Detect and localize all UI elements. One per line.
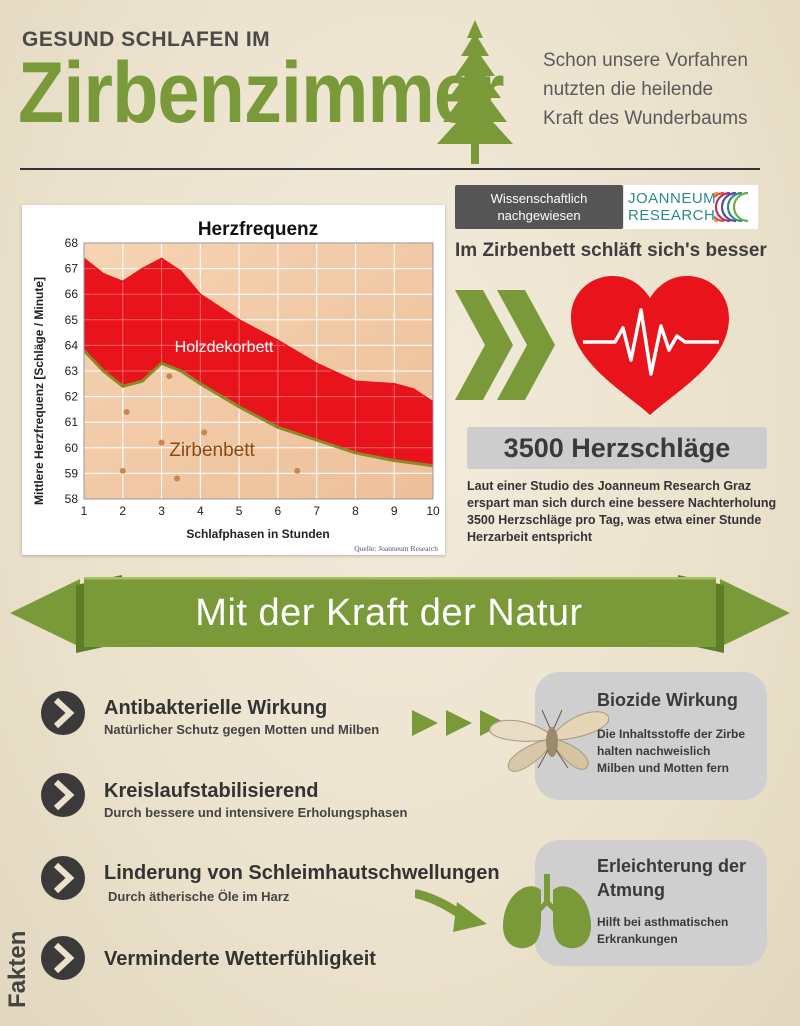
y-tick-label: 67 <box>65 262 79 276</box>
card-line: Hilft bei asthmatischen <box>597 915 729 929</box>
stat-description: Laut einer Studio des Joanneum Research … <box>467 478 777 546</box>
stat-line: Laut einer Studio des Joanneum Research … <box>467 479 752 493</box>
kicker-text: GESUND SCHLAFEN IM <box>22 28 271 51</box>
series-label-holzdekorbett: Holzdekorbett <box>175 339 274 356</box>
chart-xlabel: Schlafphasen in Stunden <box>186 527 329 541</box>
y-tick-label: 65 <box>65 313 79 327</box>
card-line: Milben und Motten fern <box>597 761 729 775</box>
series-line-holzdekorbett <box>84 257 433 403</box>
wood-knot <box>294 467 301 474</box>
scientific-badge: Wissenschaftlich nachgewiesen <box>455 185 623 229</box>
series-area-holzdekorbett <box>84 258 433 466</box>
badge-line: Wissenschaftlich <box>490 191 588 206</box>
card-text: Hilft bei asthmatischen Erkrankungen <box>597 914 728 948</box>
x-tick-label: 7 <box>313 504 320 518</box>
y-tick-label: 60 <box>65 441 79 455</box>
stat-headline: 3500 Herzschläge <box>467 427 767 469</box>
heart-pulse-icon <box>571 276 729 415</box>
tagline-line: nutzten die heilende <box>543 79 714 100</box>
x-tick-label: 4 <box>197 504 204 518</box>
fact-title: Antibakterielle Wirkung <box>104 697 328 719</box>
subhead: Im Zirbenbett schläft sich's besser <box>455 240 767 261</box>
series-line-zirbenbett <box>84 349 433 468</box>
arrow-circle-icon <box>41 856 85 900</box>
y-tick-label: 64 <box>65 338 79 352</box>
logo-line: JOANNEUM <box>628 190 717 207</box>
fact-subtitle: Durch ätherische Öle im Harz <box>108 889 290 904</box>
pine-tree-icon <box>437 20 513 164</box>
banner-title: Mit der Kraft der Natur <box>195 592 583 634</box>
y-tick-label: 59 <box>65 466 79 480</box>
header-divider <box>20 168 760 170</box>
card-text: Die Inhaltsstoffe der Zirbe halten nachw… <box>597 726 745 777</box>
stat-line: Herzarbeit entspricht <box>467 530 593 544</box>
card-line: Die Inhaltsstoffe der Zirbe <box>597 727 746 741</box>
page-title: Zirbenzimmer <box>18 45 505 141</box>
x-tick-label: 2 <box>119 504 126 518</box>
y-tick-label: 62 <box>65 390 79 404</box>
x-tick-label: 3 <box>158 504 165 518</box>
x-tick-label: 8 <box>352 504 359 518</box>
card-title: Erleichterung der Atmung <box>597 854 746 902</box>
heart-rate-chart: 1 2 3 4 5 6 7 8 9 10 58 59 60 61 62 63 64 65 66 67 68 Herzfr… <box>22 205 445 555</box>
series-label-zirbenbett: Zirbenbett <box>169 440 255 461</box>
arrow-circle-icon <box>41 936 85 980</box>
curved-arrow-icon <box>415 889 487 932</box>
card-title: Biozide Wirkung <box>597 690 738 710</box>
x-tick-label: 10 <box>426 504 440 518</box>
y-tick-label: 63 <box>65 364 79 378</box>
card-title-line: Erleichterung der <box>597 856 747 876</box>
x-tick-label: 1 <box>81 504 88 518</box>
fact-title: Verminderte Wetterfühligkeit <box>104 948 376 970</box>
arrow-circle-icon <box>41 691 85 735</box>
plot-frame <box>83 242 434 500</box>
logo-line: RESEARCH <box>628 207 716 224</box>
chart-title: Herzfrequenz <box>198 219 318 240</box>
chart-areas <box>84 243 433 499</box>
moth-icon <box>489 709 610 772</box>
tagline-line: Schon unsere Vorfahren <box>543 50 748 71</box>
wood-knot <box>119 467 126 474</box>
y-tick-label: 58 <box>65 492 79 506</box>
y-tick-label: 68 <box>65 236 79 250</box>
stat-line: erspart man sich durch eine bessere Nach… <box>467 496 777 510</box>
tagline: Schon unsere Vorfahren nutzten die heile… <box>543 46 783 133</box>
fact-subtitle: Durch bessere und intensivere Erholungsp… <box>104 805 408 820</box>
card-line: Erkrankungen <box>597 932 678 946</box>
tagline-line: Kraft des Wunderbaums <box>543 108 748 129</box>
wood-knot <box>158 439 165 446</box>
y-tick-label: 61 <box>65 415 79 429</box>
wood-knot <box>174 475 181 482</box>
x-tick-label: 5 <box>236 504 243 518</box>
banner-ribbon <box>10 575 790 653</box>
joanneum-logo: JOANNEUM RESEARCH <box>624 185 758 229</box>
wood-knots <box>119 373 301 482</box>
y-tick-label: 66 <box>65 287 79 301</box>
arrow-circle-icon <box>41 773 85 817</box>
chart-source: Quelle: Joanneum Research <box>354 544 438 553</box>
triple-triangle-icon <box>412 710 506 736</box>
side-label-fakten: Fakten <box>4 930 31 1008</box>
badge-line: nachgewiesen <box>497 208 581 223</box>
logo-arcs-icon <box>714 191 749 223</box>
card-line: halten nachweislich <box>597 744 711 758</box>
card-title-line: Atmung <box>597 880 665 900</box>
wood-knot <box>166 373 173 380</box>
wood-knot <box>123 408 130 415</box>
x-tick-label: 6 <box>275 504 282 518</box>
lungs-icon <box>503 874 591 949</box>
fact-title: Linderung von Schleimhautschwellungen <box>104 862 500 884</box>
double-chevron-icon <box>455 290 555 400</box>
fact-title: Kreislaufstabilisierend <box>104 780 319 802</box>
x-tick-label: 9 <box>391 504 398 518</box>
fact-subtitle: Natürlicher Schutz gegen Motten und Milb… <box>104 722 380 737</box>
stat-line: 3500 Herzschläge pro Tag, was etwa einer… <box>467 513 762 527</box>
chart-ylabel: Mittlere Herzfrequenz [Schläge / Minute] <box>32 277 46 505</box>
wood-knot <box>201 429 208 436</box>
